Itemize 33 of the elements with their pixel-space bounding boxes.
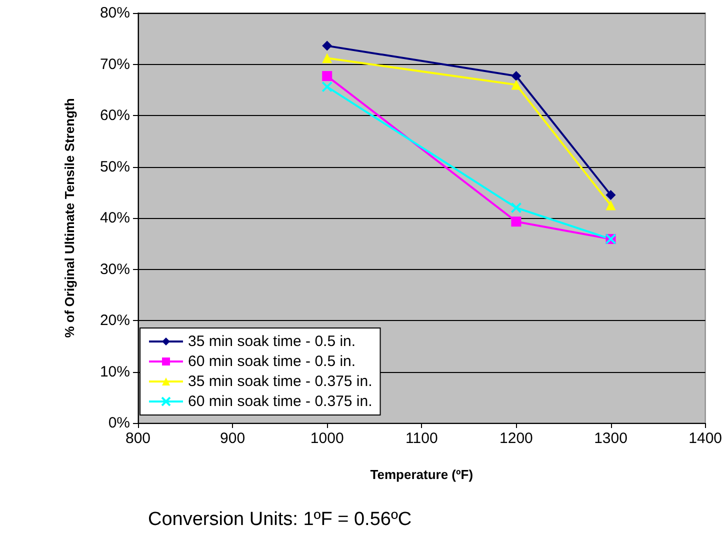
y-tick-label: 80% [100,4,130,22]
x-tick-label: 1100 [406,430,438,447]
x-tick-label: 1400 [688,430,722,447]
y-tick-label: 20% [100,312,130,329]
legend-label: 60 min soak time - 0.5 in. [188,353,356,370]
point [511,80,522,90]
x-tick-label: 1300 [594,430,628,447]
point [510,202,522,214]
y-tick-label: 30% [100,260,130,278]
y-axis-title: % of Original Ultimate Tensile Strength [62,98,77,338]
x-tick-label: 1000 [310,430,344,447]
legend-label: 35 min soak time - 0.5 in. [188,333,356,350]
point [322,40,332,51]
x-tick-label: 800 [125,430,151,447]
point [511,216,522,227]
x-axis-title: Temperature (ºF) [370,467,474,482]
y-tick-label: 0% [108,414,130,432]
point [322,71,332,82]
y-tick-label: 40% [100,210,130,226]
legend-label: 60 min soak time - 0.375 in. [188,393,372,410]
point [606,200,616,210]
point [511,71,522,82]
y-tick-label: 60% [100,107,130,124]
y-tick-label: 50% [100,158,130,176]
y-tick-label: 70% [100,56,130,73]
y-tick-label: 10% [100,363,130,380]
x-tick-label: 1200 [500,430,533,447]
point [322,53,332,64]
point [322,81,333,92]
point [606,190,616,200]
legend-label: 35 min soak time - 0.375 in. [188,373,372,390]
text: Conversion Units: 1ºF = 0.56ºC [148,509,412,530]
x-tick-label: 900 [220,430,246,447]
